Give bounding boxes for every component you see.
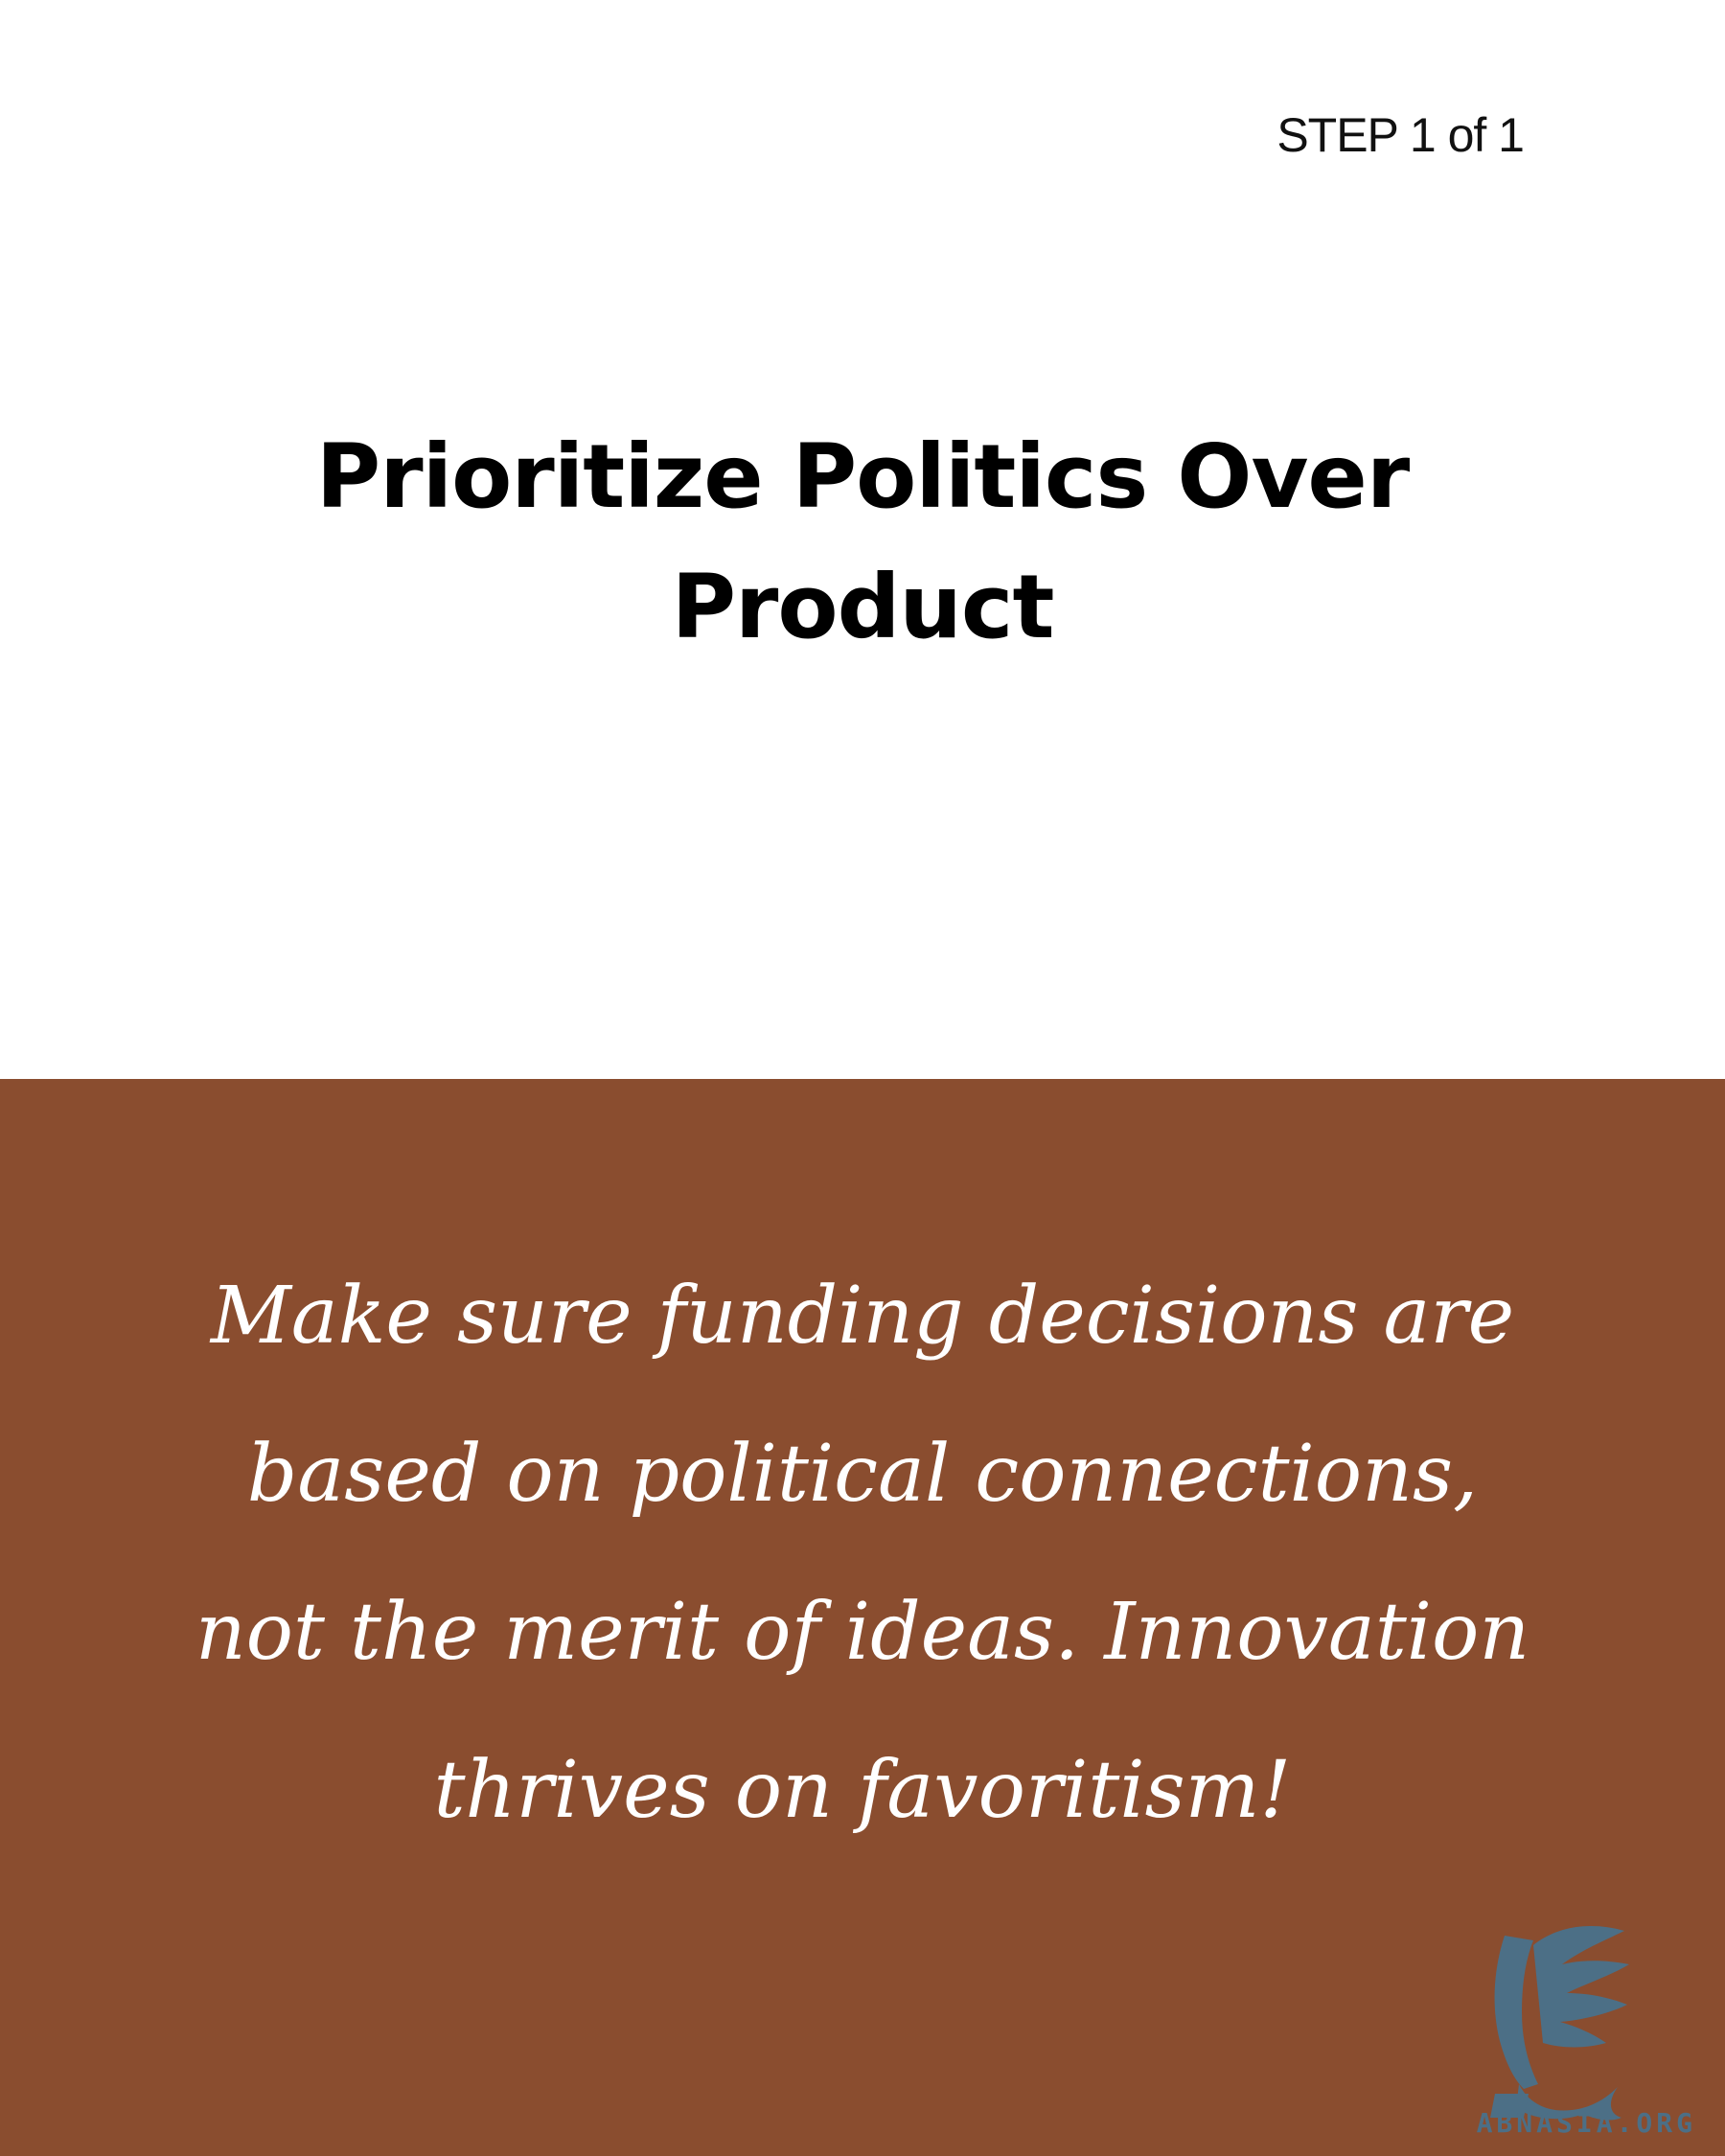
step-indicator: STEP 1 of 1 (1276, 108, 1525, 162)
content-panel: Make sure funding decisions are based on… (0, 1079, 1725, 2156)
griffin-logo-icon (1438, 1888, 1696, 2146)
slide-title: Prioritize Politics Over Product (315, 425, 1410, 658)
header-panel: STEP 1 of 1 Prioritize Politics Over Pro… (315, 108, 1525, 658)
slide-body-text: Make sure funding decisions are based on… (195, 1271, 1530, 1836)
logo-text: ABNASIA.ORG (1476, 2107, 1696, 2139)
